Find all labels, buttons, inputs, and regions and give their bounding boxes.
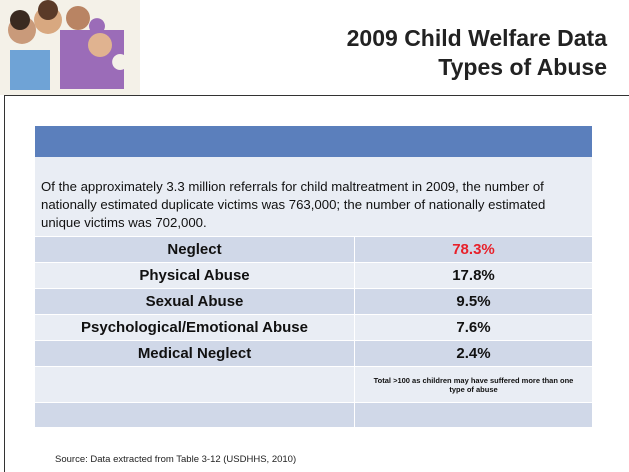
row-value: 17.8%	[355, 263, 592, 289]
frame	[4, 95, 629, 472]
row-label: Psychological/Emotional Abuse	[35, 315, 355, 341]
row-label: Sexual Abuse	[35, 289, 355, 315]
blank-row	[355, 403, 592, 428]
row-label: Physical Abuse	[35, 263, 355, 289]
title: Types of Abuse	[438, 54, 607, 80]
header-image	[0, 0, 140, 95]
title: 2009 Child Welfare Data	[346, 25, 607, 51]
note: Total >100 as children may have suffered…	[355, 367, 592, 403]
row-label: Neglect	[35, 237, 355, 263]
blank-row	[35, 403, 355, 428]
row-label: Medical Neglect	[35, 341, 355, 367]
table-header	[35, 126, 592, 157]
intro-text: Of the approximately 3.3 million referra…	[35, 157, 592, 237]
source: Source: Data extracted from Table 3-12 (…	[55, 454, 297, 465]
note-blank	[35, 367, 355, 403]
row-value: 78.3%	[355, 237, 592, 263]
row-value: 7.6%	[355, 315, 592, 341]
row-value: 2.4%	[355, 341, 592, 367]
row-value: 9.5%	[355, 289, 592, 315]
